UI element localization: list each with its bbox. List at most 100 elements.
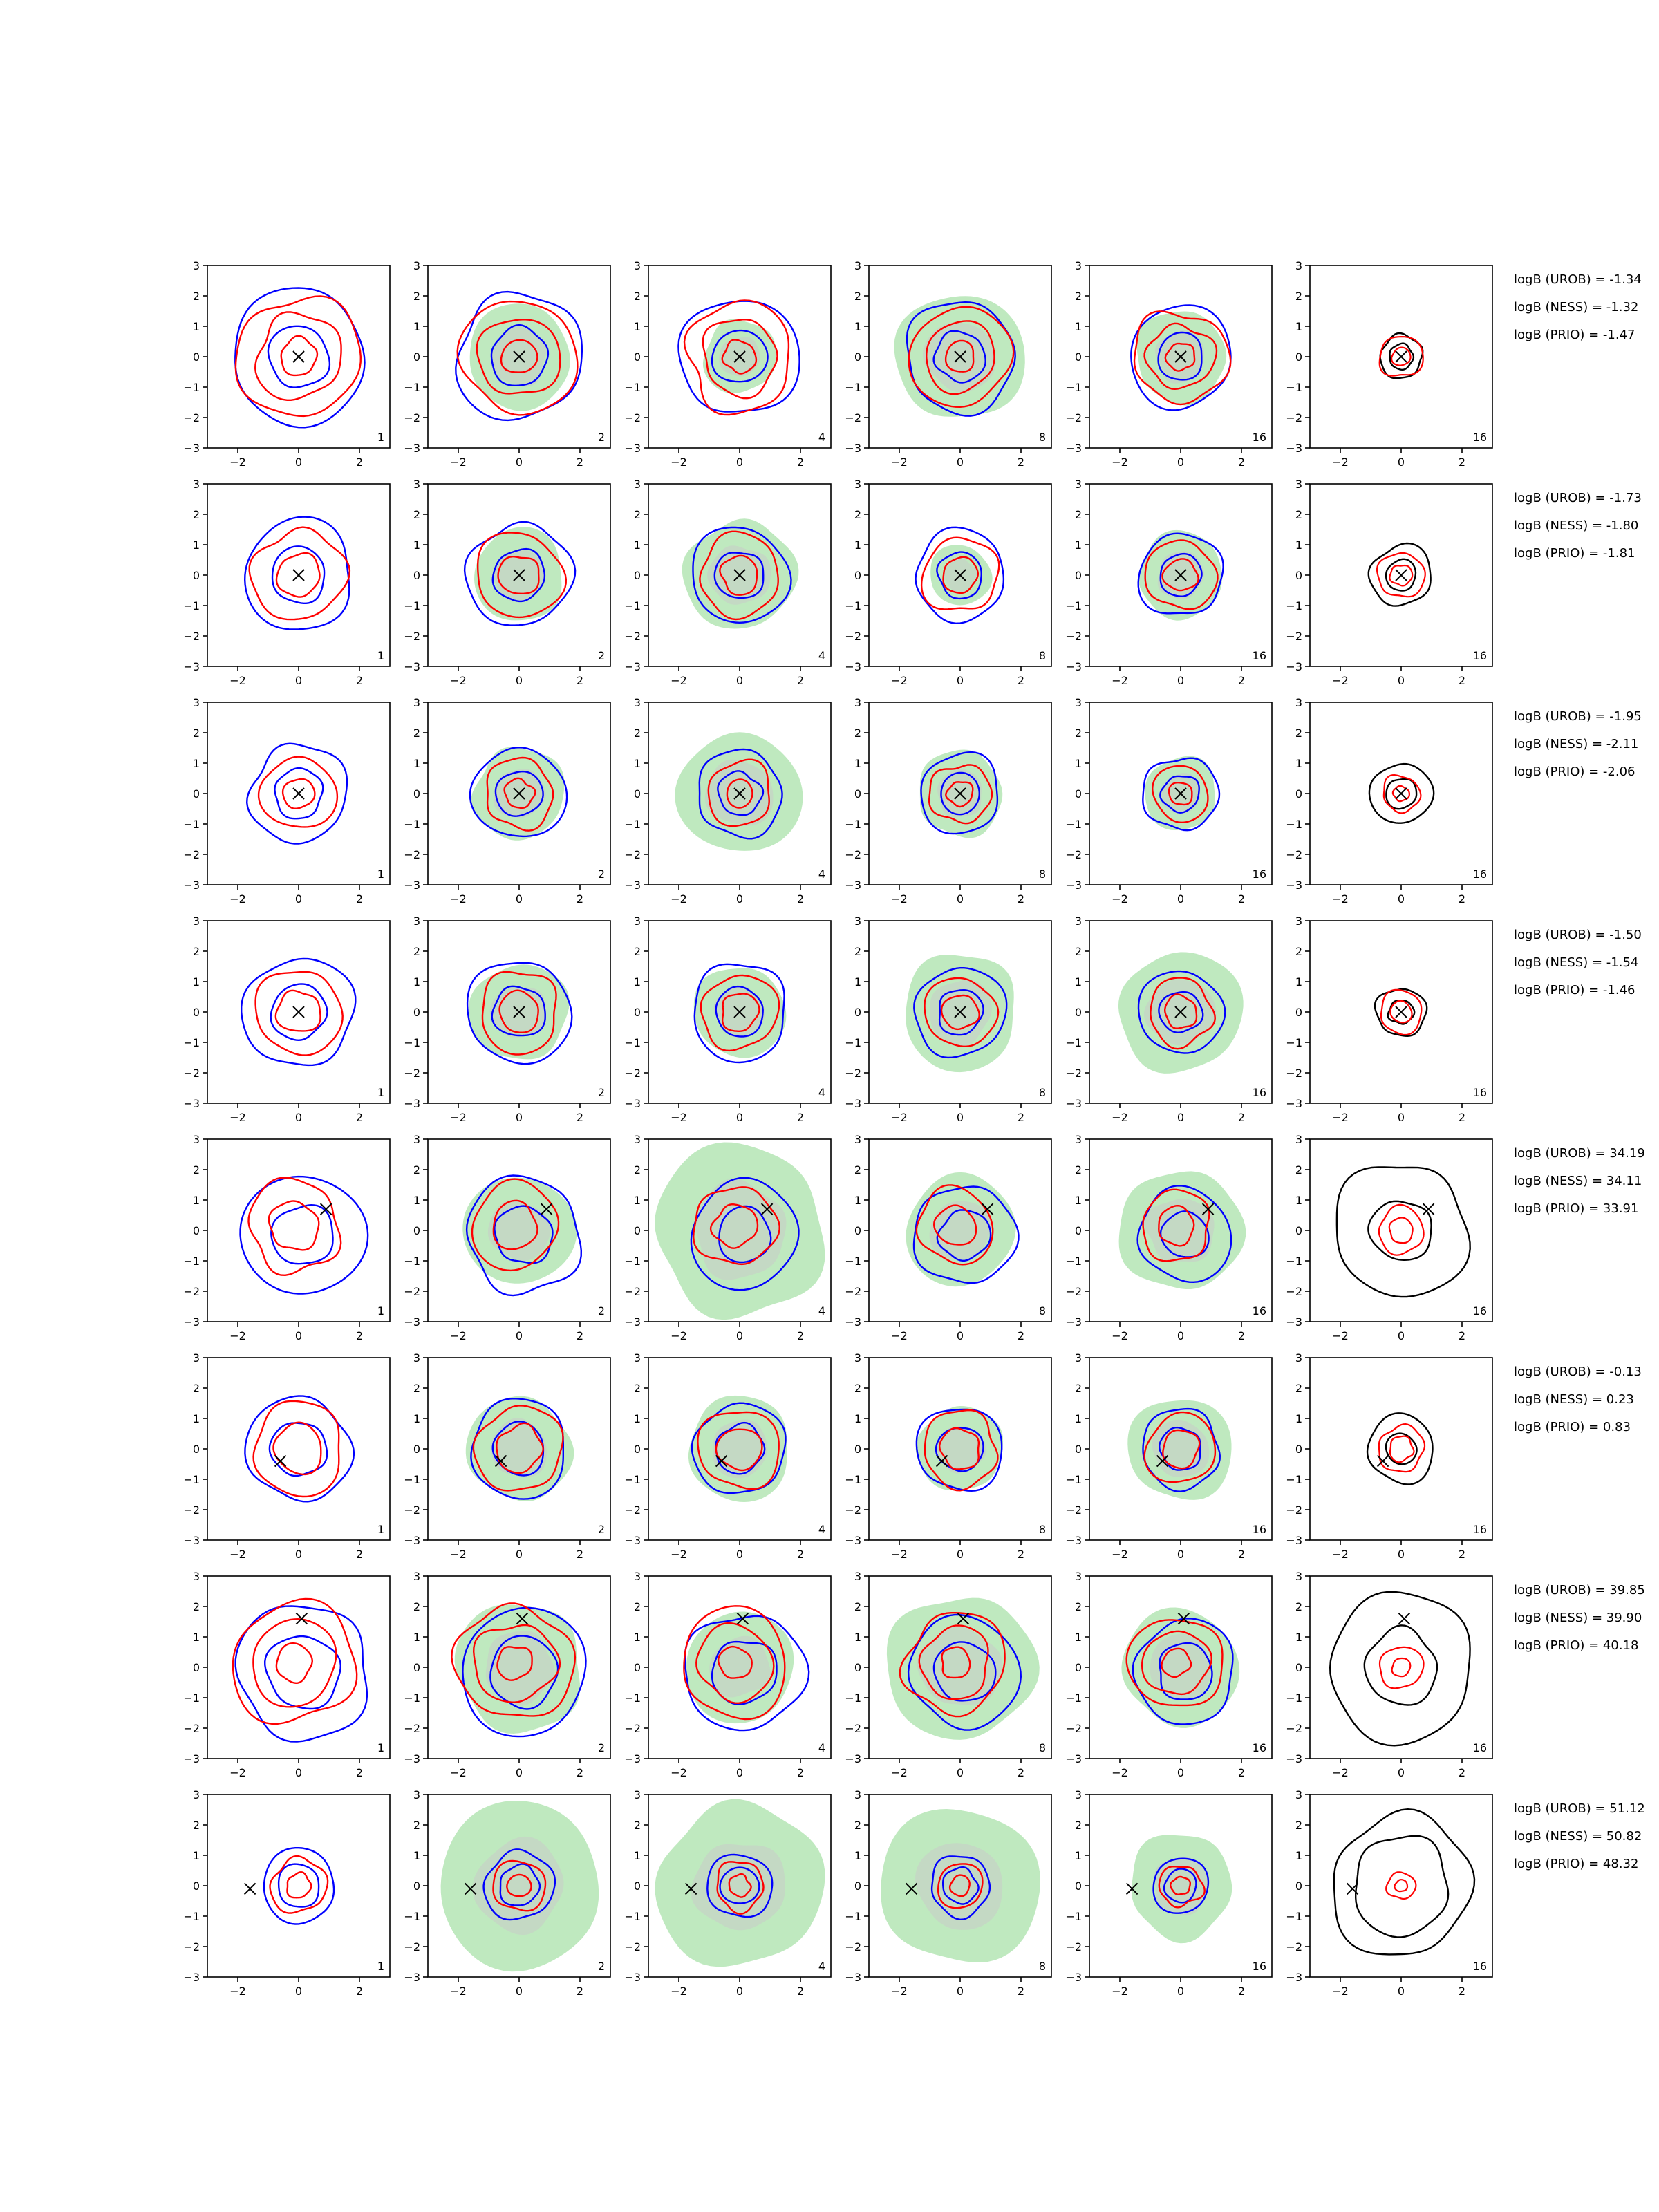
y-tick-label: 0 — [193, 350, 200, 364]
y-tick-label: 3 — [1075, 1788, 1082, 1801]
x-tick-label: 0 — [516, 1985, 523, 1998]
y-tick-label: 0 — [413, 1006, 420, 1019]
x-tick-label: 2 — [577, 892, 583, 906]
y-tick-label: 3 — [854, 1351, 861, 1365]
y-tick-label: 3 — [1295, 696, 1302, 709]
red-contour — [944, 339, 975, 373]
panel-r2-c2: −2 0 2 3 2 1 0 −1 −2 −3 2 — [404, 478, 611, 687]
x-tick-label: 0 — [516, 1111, 523, 1124]
y-tick-label: 1 — [854, 320, 861, 333]
x-tick-label: 0 — [957, 456, 964, 469]
density-fill-inner — [691, 1844, 785, 1931]
blue-contour — [920, 751, 999, 835]
panel-count-label: 2 — [598, 1960, 605, 1973]
panel-count-label: 4 — [818, 649, 825, 662]
y-tick-label: −1 — [1065, 599, 1082, 612]
y-tick-label: −2 — [845, 411, 861, 424]
y-tick-label: 0 — [413, 569, 420, 582]
y-tick-label: 2 — [413, 1163, 420, 1177]
panel-r1-c1: −2 0 2 3 2 1 0 −1 −2 −3 1 — [183, 259, 391, 469]
red-contour — [232, 1597, 358, 1725]
red-contour — [486, 756, 554, 832]
y-tick-label: 3 — [854, 478, 861, 491]
logb-annotation: logB (NESS) = 39.90 — [1514, 1611, 1642, 1625]
y-tick-label: −2 — [404, 1940, 420, 1953]
panel-count-label: 8 — [1039, 1304, 1046, 1318]
black-contour — [1355, 1835, 1450, 1938]
blue-contour — [711, 1640, 778, 1705]
panel-count-label: 16 — [1253, 1960, 1266, 1973]
red-contour — [1394, 1879, 1409, 1893]
blue-contour — [936, 551, 982, 600]
y-tick-label: 2 — [1295, 1600, 1302, 1613]
x-marker — [981, 1203, 994, 1215]
x-tick-label: 2 — [797, 674, 804, 687]
row-annotations-r7: logB (UROB) = 39.85 logB (NESS) = 39.90 lo… — [1514, 1583, 1645, 1653]
logb-annotation: logB (PRIO) = 40.18 — [1514, 1638, 1638, 1653]
red-contour — [719, 554, 758, 596]
plot-area — [234, 287, 366, 429]
panel-r4-c4: −2 0 2 3 2 1 0 −1 −2 −3 8 — [845, 915, 1052, 1124]
y-tick-label: 0 — [1295, 1006, 1302, 1019]
x-marker — [494, 1454, 507, 1468]
panel-count-label: 16 — [1253, 1086, 1266, 1099]
y-tick-label: 2 — [634, 1819, 641, 1832]
y-tick-label: 2 — [854, 508, 861, 521]
x-marker — [274, 1454, 287, 1468]
plot-area — [463, 521, 577, 626]
y-tick-label: 1 — [193, 538, 200, 552]
plot-area — [440, 1801, 599, 1972]
y-tick-label: −3 — [404, 442, 420, 455]
y-tick-label: −3 — [183, 1097, 200, 1110]
logb-annotation: logB (NESS) = -1.32 — [1514, 300, 1638, 315]
y-tick-label: −2 — [1286, 411, 1302, 424]
x-tick-label: 0 — [957, 1329, 964, 1342]
y-tick-label: −1 — [1065, 1473, 1082, 1486]
x-tick-label: 2 — [356, 1548, 363, 1561]
y-tick-label: 1 — [1075, 1849, 1082, 1862]
red-contour — [726, 778, 753, 809]
x-tick-label: 0 — [295, 1766, 302, 1779]
x-tick-label: −2 — [450, 456, 467, 469]
blue-contour — [469, 746, 568, 838]
panel-r7-c6: −2 0 2 3 2 1 0 −1 −2 −3 16 — [1286, 1570, 1493, 1779]
x-tick-label: −2 — [229, 892, 246, 906]
panel-r4-c1: −2 0 2 3 2 1 0 −1 −2 −3 1 — [183, 915, 391, 1124]
red-contour — [280, 335, 319, 377]
black-contour — [1367, 1200, 1432, 1262]
blue-contour — [466, 962, 573, 1065]
red-contour — [286, 1871, 312, 1899]
red-contour — [939, 1427, 980, 1470]
red-contour — [254, 971, 344, 1056]
x-marker — [1174, 350, 1187, 363]
y-tick-label: 2 — [1295, 727, 1302, 740]
black-contour — [1363, 1624, 1438, 1706]
logb-annotation: logB (UROB) = -1.95 — [1514, 709, 1642, 724]
y-tick-label: 3 — [1295, 1570, 1302, 1583]
x-marker — [292, 787, 305, 800]
y-tick-label: 3 — [854, 1788, 861, 1801]
plot-area — [677, 299, 800, 416]
y-tick-label: 1 — [193, 1849, 200, 1862]
x-tick-label: 2 — [356, 1329, 363, 1342]
y-tick-label: 2 — [193, 290, 200, 303]
x-tick-label: −2 — [229, 1329, 246, 1342]
y-tick-label: 2 — [413, 727, 420, 740]
y-tick-label: 1 — [854, 975, 861, 988]
panel-r3-c6: −2 0 2 3 2 1 0 −1 −2 −3 16 — [1286, 696, 1493, 906]
panel-count-label: 1 — [377, 868, 384, 881]
plot-area — [894, 296, 1025, 417]
x-tick-label: 0 — [1177, 1985, 1184, 1998]
y-tick-label: 0 — [854, 569, 861, 582]
blue-contour — [1159, 1642, 1213, 1700]
panel-r8-c3: −2 0 2 3 2 1 0 −1 −2 −3 4 — [624, 1788, 832, 1998]
y-tick-label: 0 — [854, 1006, 861, 1019]
black-contour — [1366, 1412, 1434, 1485]
x-tick-label: −2 — [1112, 456, 1128, 469]
panel-count-label: 4 — [818, 868, 825, 881]
red-contour — [941, 1646, 971, 1679]
red-contour — [1170, 1875, 1191, 1895]
y-tick-label: −3 — [404, 879, 420, 892]
x-tick-label: 2 — [1459, 1329, 1465, 1342]
x-tick-label: 0 — [295, 1548, 302, 1561]
